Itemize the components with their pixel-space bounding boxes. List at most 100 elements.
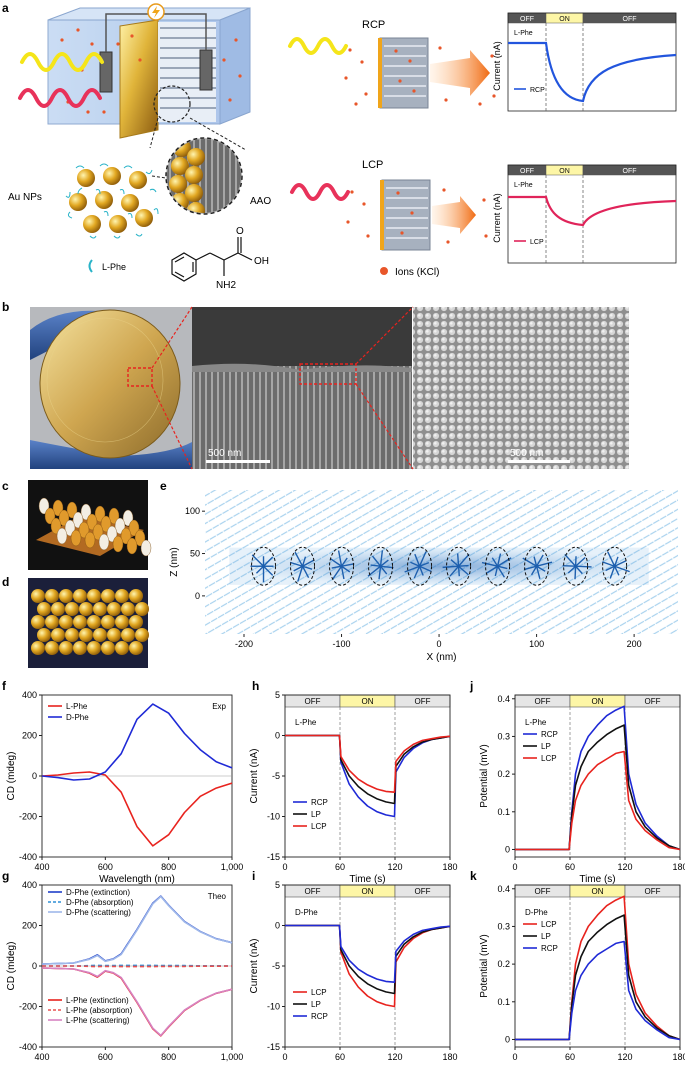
y-tick-label: 0 xyxy=(195,591,200,601)
y-tick-label: -400 xyxy=(19,852,37,862)
series-rcp xyxy=(285,926,450,983)
corner-label: Exp xyxy=(212,702,226,711)
state-label: OFF xyxy=(305,697,321,706)
inset-curve xyxy=(508,197,676,225)
y-tick-label: -400 xyxy=(19,1042,37,1052)
x-tick-label: 120 xyxy=(387,862,402,872)
au-nps-label: Au NPs xyxy=(8,192,42,203)
nanoparticle xyxy=(129,589,143,603)
x-tick-label: 60 xyxy=(335,1052,345,1062)
legend-label: L-Phe (scattering) xyxy=(66,1016,130,1025)
legend-label: RCP xyxy=(311,1012,328,1021)
state-label: OFF xyxy=(520,16,534,23)
x-tick-label: 60 xyxy=(565,862,575,872)
y-tick-label: 0.4 xyxy=(497,884,510,894)
field-arrow xyxy=(459,566,469,567)
nanoparticle xyxy=(113,536,123,552)
nanoparticle xyxy=(65,628,79,642)
state-label: OFF xyxy=(415,887,431,896)
series-l-phe xyxy=(42,772,232,846)
series-lp xyxy=(515,725,680,849)
lphe-ligand-icon xyxy=(90,260,93,272)
nanoparticle xyxy=(51,628,65,642)
molecule-oh-label: OH xyxy=(254,256,269,267)
legend-label: D-Phe (scattering) xyxy=(66,908,131,917)
render-3d-c xyxy=(28,480,151,570)
series-rcp xyxy=(285,736,450,817)
state-label: OFF xyxy=(623,168,637,175)
y-tick-label: 200 xyxy=(22,921,37,931)
nanoparticle xyxy=(65,602,79,616)
molecule-o-label: O xyxy=(236,226,244,237)
legend-label: RCP xyxy=(541,944,558,953)
panel-label-b: b xyxy=(2,300,9,314)
scale-bar-right xyxy=(508,460,570,463)
y-tick-label: 0.3 xyxy=(497,921,510,931)
nanoparticle xyxy=(31,641,45,655)
ions-legend-label: Ions (KCl) xyxy=(395,267,439,278)
legend-label: D-Phe (extinction) xyxy=(66,888,130,897)
panel-label-a: a xyxy=(2,1,9,15)
y-tick-label: 0.3 xyxy=(497,731,510,741)
nanoparticle xyxy=(121,628,135,642)
state-label: ON xyxy=(362,887,374,896)
x-tick-label: 1,000 xyxy=(221,1052,244,1062)
y-tick-label: -200 xyxy=(19,1002,37,1012)
y-tick-label: 400 xyxy=(22,880,37,890)
y-axis-label: CD (mdeg) xyxy=(6,942,17,991)
y-tick-label: -10 xyxy=(267,812,280,822)
x-axis-label: Time (s) xyxy=(579,874,615,885)
state-label: OFF xyxy=(535,697,551,706)
y-tick-label: -15 xyxy=(267,1042,280,1052)
panel-label-d: d xyxy=(2,575,9,589)
rcp-ion-flow-arrow xyxy=(430,50,490,96)
state-label: OFF xyxy=(305,887,321,896)
nanoparticle xyxy=(115,641,129,655)
series-lcp xyxy=(285,736,450,793)
x-tick-label: 400 xyxy=(34,1052,49,1062)
legend-label: D-Phe (absorption) xyxy=(66,898,134,907)
inset-ylabel: Current (nA) xyxy=(492,193,502,243)
nanoparticle xyxy=(93,628,107,642)
y-tick-label: 0.1 xyxy=(497,997,510,1007)
corner-label: D-Phe xyxy=(295,908,318,917)
scale-bar-left xyxy=(206,460,270,463)
state-label: ON xyxy=(592,887,604,896)
y-tick-label: 0.1 xyxy=(497,807,510,817)
y-tick-label: 400 xyxy=(22,690,37,700)
x-tick-label: 0 xyxy=(512,862,517,872)
series-lp xyxy=(515,915,680,1039)
x-tick-label: 120 xyxy=(387,1052,402,1062)
x-tick-label: 180 xyxy=(672,1052,685,1062)
x-axis-label: Wavelength (nm) xyxy=(99,874,175,885)
rcp-wave-icon xyxy=(290,39,346,53)
y-tick-label: 5 xyxy=(275,880,280,890)
y-axis-label: CD (mdeg) xyxy=(6,752,17,801)
x-tick-label: 100 xyxy=(529,639,544,649)
au-nanoparticle-cluster xyxy=(66,164,158,238)
y-tick-label: 0.2 xyxy=(497,959,510,969)
nanoparticle xyxy=(141,540,151,556)
legend-label: L-Phe xyxy=(66,702,88,711)
inset-tag: L-Phe xyxy=(514,30,533,37)
corner-label: D-Phe xyxy=(525,908,548,917)
state-label: ON xyxy=(559,168,570,175)
y-tick-label: -10 xyxy=(267,1002,280,1012)
legend-label: L-Phe (extinction) xyxy=(66,996,129,1005)
x-tick-label: -100 xyxy=(333,639,351,649)
nanoparticle xyxy=(51,602,65,616)
nanoparticle xyxy=(101,641,115,655)
sem-top-view: 500 nm xyxy=(413,307,629,469)
nanoparticle xyxy=(101,615,115,629)
nanoparticle xyxy=(135,602,149,616)
legend-label: RCP xyxy=(541,730,558,739)
state-label: OFF xyxy=(535,887,551,896)
state-label: OFF xyxy=(645,697,661,706)
state-label: OFF xyxy=(415,697,431,706)
legend-label: LP xyxy=(541,932,551,941)
x-tick-label: 180 xyxy=(442,1052,457,1062)
aao-label: AAO xyxy=(250,196,271,207)
nanoparticle xyxy=(99,534,109,550)
